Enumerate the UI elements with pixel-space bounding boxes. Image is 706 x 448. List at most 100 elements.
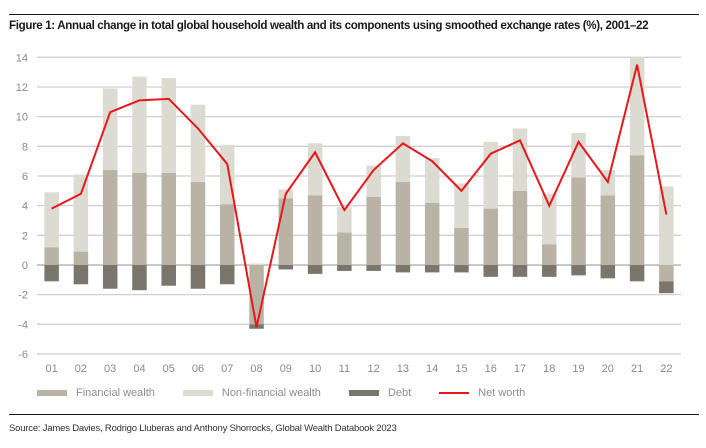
- x-tick-label: 12: [368, 363, 380, 375]
- bar-debt: [600, 264, 616, 279]
- bar-debt: [571, 264, 586, 276]
- source-note: Source: James Davies, Rodrigo Lluberas a…: [9, 423, 397, 434]
- legend-label-networth: Net worth: [478, 387, 526, 399]
- bar-nonfinancial: [512, 128, 528, 191]
- legend-swatch-financial: [37, 390, 67, 396]
- y-axis-ticks: 14 12 10 8 6 4 2 0 -2 -4 -6: [16, 52, 28, 361]
- x-tick-label: 04: [133, 363, 145, 375]
- x-tick-label: 17: [514, 363, 526, 375]
- x-tick-label: 22: [660, 363, 672, 375]
- bar-financial: [659, 264, 674, 282]
- bar-financial: [190, 181, 206, 265]
- bars: [44, 57, 674, 329]
- bar-financial: [483, 208, 498, 265]
- legend-item-nonfinancial: Non-financial wealth: [182, 387, 321, 399]
- y-tick-label: -4: [18, 319, 28, 331]
- bar-debt: [659, 281, 674, 294]
- y-tick-label: 10: [16, 112, 28, 124]
- bar-financial: [44, 247, 59, 265]
- bar-debt: [190, 264, 206, 289]
- bar-debt: [278, 264, 294, 270]
- x-tick-label: 09: [280, 363, 292, 375]
- legend-item-financial: Financial wealth: [37, 387, 155, 399]
- x-tick-label: 05: [163, 363, 175, 375]
- x-tick-label: 20: [602, 363, 614, 375]
- legend-label-nonfinancial: Non-financial wealth: [221, 387, 321, 399]
- bar-debt: [366, 264, 381, 271]
- bar-debt: [395, 264, 411, 273]
- bar-debt: [220, 264, 235, 285]
- bar-debt: [483, 264, 498, 277]
- bar-debt: [102, 264, 118, 289]
- bar-financial: [220, 204, 235, 265]
- x-axis-ticks: 01 02 03 04 05 06 07 08 09 10 11 12 13 14 15 16 17 18 19 20…: [46, 363, 673, 375]
- legend-swatch-debt: [348, 390, 379, 396]
- bar-debt: [629, 264, 645, 282]
- bar-financial: [395, 181, 411, 265]
- bar-nonfinancial: [337, 207, 352, 233]
- x-tick-label: 01: [46, 363, 58, 375]
- bar-nonfinancial: [454, 183, 469, 228]
- bar-financial: [454, 227, 469, 265]
- y-tick-label: 6: [22, 171, 28, 183]
- bar-nonfinancial: [629, 57, 645, 156]
- x-tick-label: 07: [221, 363, 233, 375]
- bottom-rule: [9, 414, 699, 415]
- legend-item-debt: Debt: [348, 387, 412, 399]
- bar-financial: [424, 202, 440, 265]
- y-tick-label: 8: [22, 141, 28, 153]
- bar-nonfinancial: [571, 132, 586, 178]
- legend-swatch-networth: [439, 392, 470, 394]
- x-tick-label: 11: [339, 363, 350, 375]
- bar-financial: [278, 198, 294, 265]
- bar-debt: [337, 264, 352, 271]
- bar-financial: [366, 196, 381, 265]
- legend-label-debt: Debt: [387, 387, 412, 399]
- x-tick-label: 16: [485, 363, 497, 375]
- x-tick-label: 10: [309, 363, 321, 375]
- bar-financial: [307, 195, 323, 265]
- x-tick-label: 19: [572, 363, 584, 375]
- x-tick-label: 06: [192, 363, 204, 375]
- x-tick-label: 14: [426, 363, 438, 375]
- x-tick-label: 08: [250, 363, 262, 375]
- bar-nonfinancial: [44, 192, 59, 248]
- bar-financial: [161, 173, 176, 265]
- x-tick-label: 02: [75, 363, 87, 375]
- legend: Financial wealth Non-financial wealth De…: [37, 387, 553, 399]
- top-rule: [9, 14, 699, 15]
- bar-financial: [73, 251, 89, 265]
- y-tick-label: 4: [22, 201, 28, 213]
- bar-financial: [629, 155, 645, 265]
- bar-financial: [132, 173, 147, 265]
- bar-debt: [73, 264, 89, 285]
- y-tick-label: 12: [16, 82, 28, 94]
- bar-financial: [512, 190, 528, 265]
- legend-swatch-nonfinancial: [182, 390, 213, 396]
- bar-nonfinancial: [102, 88, 118, 171]
- net-worth-line: [51, 64, 668, 328]
- x-tick-label: 18: [543, 363, 555, 375]
- y-tick-label: 0: [22, 260, 28, 272]
- bar-debt: [424, 264, 440, 273]
- bar-nonfinancial: [249, 263, 264, 265]
- x-tick-label: 15: [455, 363, 467, 375]
- x-tick-label: 21: [631, 363, 643, 375]
- y-tick-label: -6: [18, 349, 28, 361]
- bar-debt: [454, 264, 469, 273]
- x-tick-label: 03: [104, 363, 116, 375]
- bar-nonfinancial: [73, 174, 89, 252]
- bar-debt: [542, 264, 557, 277]
- bar-debt: [161, 264, 176, 286]
- bar-debt: [307, 264, 323, 274]
- y-tick-label: 14: [16, 52, 28, 64]
- bar-financial: [102, 170, 118, 265]
- legend-label-financial: Financial wealth: [76, 387, 155, 399]
- bar-financial: [542, 244, 557, 265]
- figure-title: Figure 1: Annual change in total global …: [9, 19, 649, 32]
- bar-financial: [337, 232, 352, 265]
- y-tick-label: 2: [22, 230, 28, 242]
- bar-nonfinancial: [424, 158, 440, 203]
- bar-debt: [44, 264, 59, 282]
- net-worth-line-group: [51, 64, 668, 328]
